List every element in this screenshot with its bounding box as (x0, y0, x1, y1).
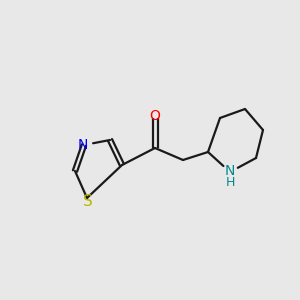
Text: N: N (225, 164, 235, 178)
Text: S: S (83, 194, 93, 208)
Text: O: O (150, 109, 160, 123)
Text: H: H (225, 176, 235, 188)
Text: N: N (78, 138, 88, 152)
